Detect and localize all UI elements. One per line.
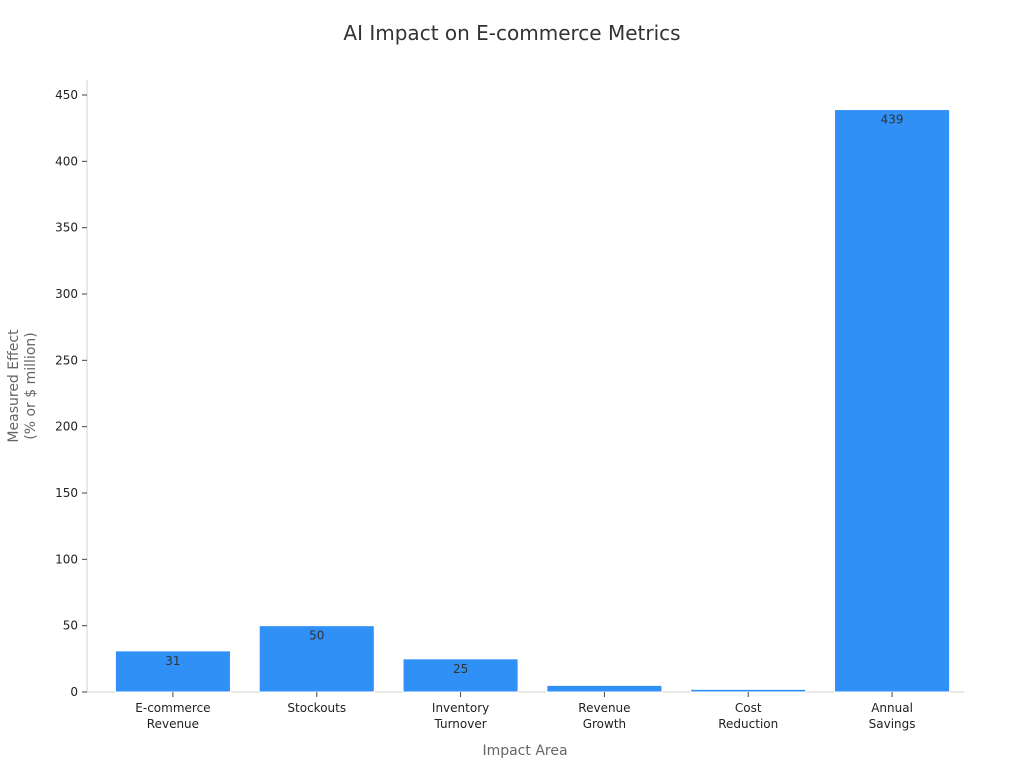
- data-label: 25: [453, 662, 468, 676]
- y-tick-label: 450: [55, 88, 78, 102]
- y-axis-title-line-1: Measured Effect: [6, 329, 22, 443]
- y-axis-ticks: 0 50 100 150 200 250 300 350 400 450: [55, 88, 87, 699]
- bar: [402, 658, 519, 693]
- bar: [114, 650, 231, 693]
- bar: [546, 684, 663, 693]
- x-tick-label: E-commerce Revenue: [135, 701, 210, 731]
- y-tick-label: 200: [55, 420, 78, 434]
- y-tick-label: 350: [55, 221, 78, 235]
- bar: [690, 688, 807, 693]
- y-axis-title-line-2: (% or $ million): [23, 332, 39, 439]
- y-tick-label: 100: [55, 552, 78, 566]
- data-label: 50: [309, 629, 324, 643]
- y-tick-label: 50: [63, 619, 78, 633]
- y-tick-label: 250: [55, 353, 78, 367]
- x-axis-ticks: E-commerce Revenue Stockouts Inventory Turno…: [135, 692, 916, 731]
- y-tick-label: 400: [55, 154, 78, 168]
- data-label: 439: [881, 113, 904, 127]
- bars: [114, 109, 951, 693]
- y-axis-title: Measured Effect (% or $ million): [6, 329, 39, 443]
- chart-title: AI Impact on E-commerce Metrics: [343, 21, 680, 45]
- x-tick-label: Revenue Growth: [578, 701, 630, 731]
- data-labels: 31 50 25 439: [165, 113, 903, 676]
- y-tick-label: 300: [55, 287, 78, 301]
- data-label: 31: [165, 654, 180, 668]
- x-axis-title: Impact Area: [482, 743, 567, 759]
- bar: [258, 625, 375, 693]
- y-tick-label: 0: [70, 685, 78, 699]
- bar: [834, 109, 951, 693]
- x-tick-label: Annual Savings: [869, 701, 916, 731]
- y-tick-label: 150: [55, 486, 78, 500]
- x-tick-label: Inventory Turnover: [432, 701, 489, 731]
- x-tick-label: Cost Reduction: [718, 701, 778, 731]
- x-tick-label: Stockouts: [287, 701, 346, 715]
